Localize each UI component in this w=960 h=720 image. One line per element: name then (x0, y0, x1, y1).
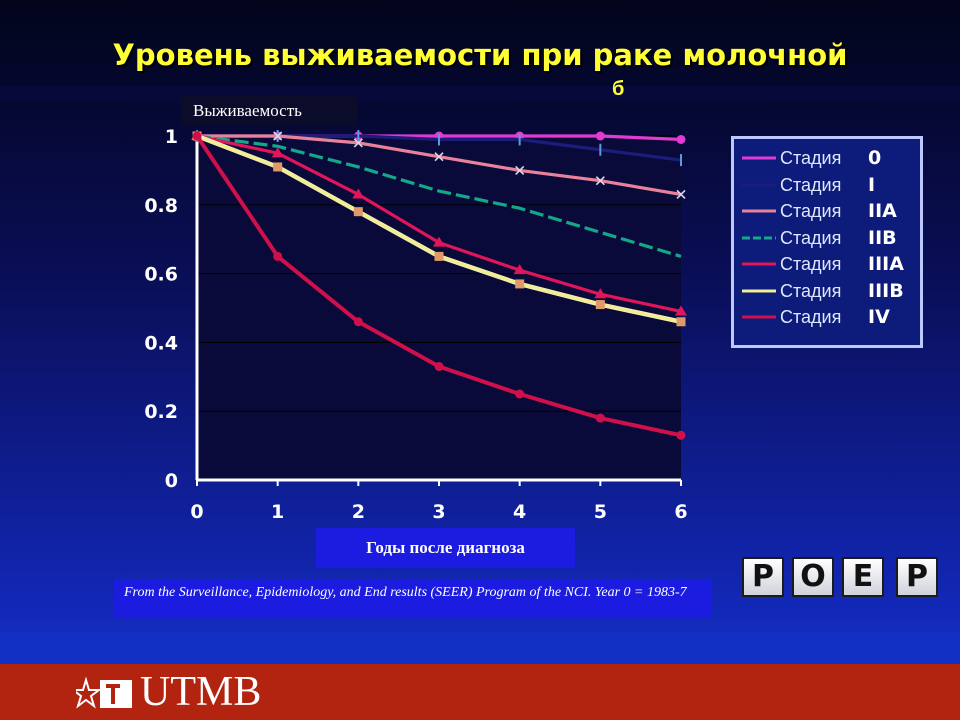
series-line-stadia-iib (196, 134, 682, 258)
x-tick-label: 5 (594, 501, 607, 523)
legend-word: Стадия (780, 254, 842, 274)
legend-word: Стадия (780, 148, 842, 168)
legend-swatch (742, 315, 776, 319)
data-point-stadia-iiia (433, 236, 445, 247)
data-point-stadia-iia (353, 138, 363, 148)
legend-item-stadia-iia: Стадия IIA (734, 200, 920, 222)
x-axis-label: Годы после диагноза (316, 528, 575, 568)
legend-stage-code: IIIA (868, 253, 904, 275)
utmb-star-icon (76, 676, 132, 709)
data-point-stadia-iiib (515, 279, 525, 289)
legend-swatch (742, 209, 776, 213)
x-tick-label: 0 (190, 501, 203, 523)
legend-stage-code: IV (868, 306, 890, 328)
data-point-stadia-0 (676, 134, 686, 144)
footer-blue-band (0, 632, 960, 664)
legend-swatch (742, 262, 776, 266)
legend-stage-code: I (868, 173, 876, 196)
data-point-stadia-iiia (594, 288, 607, 299)
y-tick-label: 0.2 (144, 401, 178, 423)
footer-bar (0, 664, 960, 720)
x-tick-label: 4 (513, 501, 526, 523)
legend-word: Стадия (780, 307, 842, 327)
legend-swatch (742, 156, 776, 160)
y-tick-label: 0.4 (144, 332, 178, 354)
data-point-stadia-iia (434, 152, 444, 162)
x-tick-label: 2 (352, 501, 365, 523)
utmb-brand: UTMB (140, 669, 262, 715)
legend-stage-code: IIB (868, 226, 897, 249)
data-point-stadia-0 (595, 131, 605, 141)
data-point-stadia-iiib (676, 317, 686, 327)
x-tick-label: 1 (271, 501, 284, 523)
legend-swatch (742, 236, 776, 239)
legend-stage-code: 0 (868, 147, 882, 169)
legend-item-stadia-i: Стадия I (734, 174, 920, 196)
data-point-stadia-iiia (271, 147, 284, 158)
legend-item-stadia-iib: Стадия IIB (734, 227, 920, 249)
data-point-stadia-iv (273, 251, 283, 261)
data-point-stadia-iv (434, 361, 444, 371)
legend-swatch (742, 183, 776, 186)
data-point-stadia-iia (273, 131, 283, 141)
poep-letter: P (896, 557, 938, 597)
y-tick-label: 1 (165, 126, 178, 148)
data-point-stadia-iiia (513, 264, 526, 275)
data-point-stadia-iiib (595, 300, 605, 310)
legend-word: Стадия (780, 174, 842, 195)
y-tick-label: 0.8 (144, 195, 178, 217)
data-point-stadia-iv (192, 131, 202, 141)
source-note: From the Surveillance, Epidemiology, and… (114, 579, 712, 617)
data-point-stadia-iia (595, 176, 605, 186)
poep-letter: O (792, 557, 834, 597)
x-tick-label: 6 (674, 501, 687, 523)
legend-item-stadia-iiib: Стадия IIIB (734, 280, 920, 302)
x-tick-label: 3 (432, 501, 445, 523)
data-point-stadia-iiib (434, 251, 444, 261)
poep-letter: P (742, 557, 784, 597)
data-point-stadia-iiib (273, 162, 283, 172)
data-point-stadia-iiib (353, 207, 363, 217)
data-point-stadia-iiia (352, 188, 365, 199)
y-tick-label: 0.6 (144, 264, 178, 286)
legend-stage-code: IIA (868, 200, 897, 222)
data-point-stadia-iia (676, 189, 686, 200)
data-point-stadia-iv (676, 430, 686, 440)
legend-item-stadia-iv: Стадия IV (734, 306, 920, 328)
data-point-stadia-iv (595, 413, 605, 423)
legend-word: Стадия (780, 227, 842, 248)
data-point-stadia-iia (515, 165, 525, 175)
data-point-stadia-iv (515, 389, 525, 399)
legend-word: Стадия (780, 201, 842, 221)
legend-item-stadia-iiia: Стадия IIIA (734, 253, 920, 275)
legend-swatch (742, 289, 776, 292)
legend-item-stadia-0: Стадия 0 (734, 147, 920, 169)
y-axis-label: Выживаемость (181, 96, 357, 126)
chart-legend: Стадия 0 Стадия I Стадия IIA Стадия IIB Стадия II… (731, 136, 923, 348)
slide-title: Уровень выживаемости при раке молочной (112, 38, 848, 72)
poep-letter: E (842, 557, 884, 597)
y-tick-label: 0 (165, 470, 178, 492)
data-point-stadia-iiia (675, 305, 687, 316)
legend-stage-code: IIIB (868, 279, 904, 302)
legend-word: Стадия (780, 280, 842, 301)
data-point-stadia-iv (353, 317, 363, 327)
